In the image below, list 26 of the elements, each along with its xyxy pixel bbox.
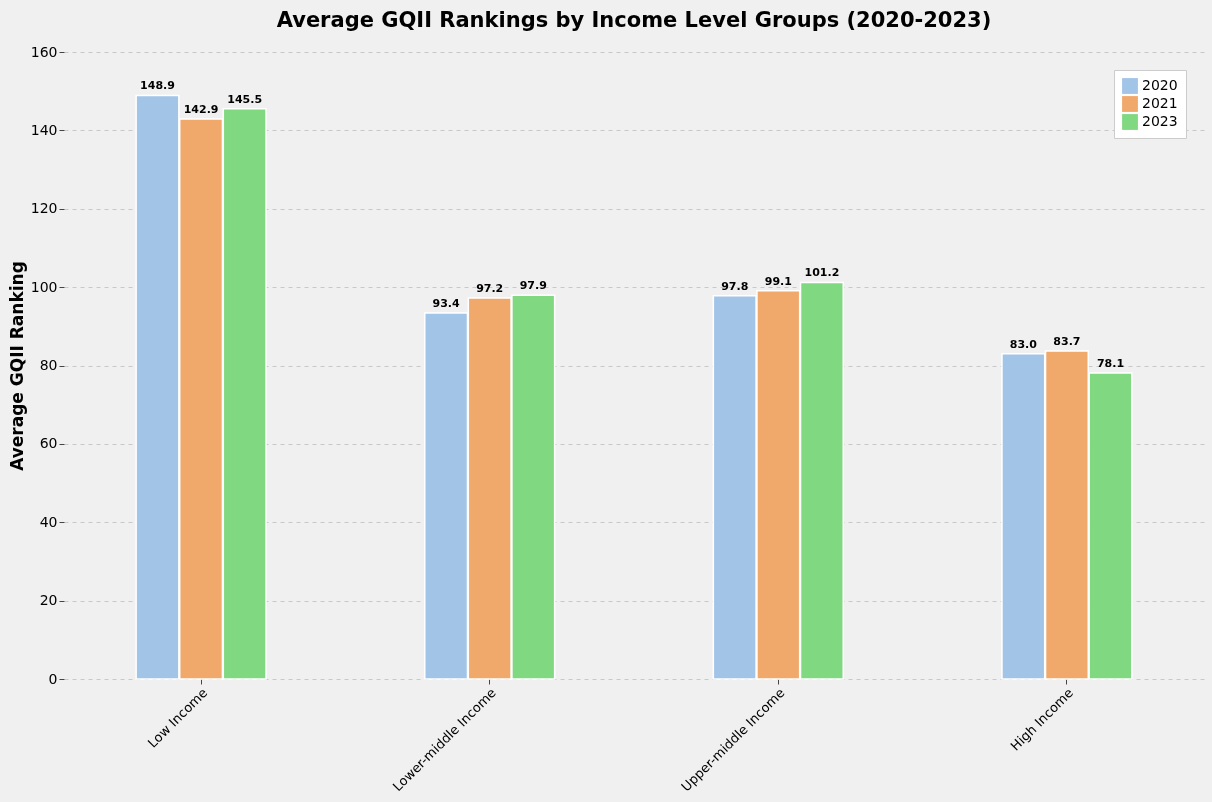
y-tick-label: 0 [48,670,58,687]
data-label: 142.9 [183,103,219,117]
data-label: 83.7 [1053,335,1081,348]
data-label: 83.0 [1009,337,1038,351]
y-tick-label: 140 [30,121,58,138]
data-label: 97.9 [519,279,547,293]
y-tick-label: 20 [39,592,58,609]
y-axis-title: Average GQII Ranking [6,261,27,471]
data-label: 148.9 [140,79,175,93]
data-label: 97.8 [721,279,749,293]
legend-label: 2021 [1142,95,1178,111]
y-tick-label: 100 [30,278,58,295]
data-label: 101.2 [804,266,840,280]
y-tick-label: 120 [30,200,58,217]
data-label: 78.1 [1096,356,1125,370]
y-tick-label: 80 [39,357,58,373]
chart-title: Average GQII Rankings by Income Level Groups (2020-2023) [276,8,992,32]
y-tick-label: 40 [39,513,58,530]
y-tick-label: 160 [30,43,58,60]
legend-label: 2020 [1142,77,1178,93]
data-label: 99.1 [764,274,792,288]
legend-label: 2023 [1142,113,1178,129]
data-label: 97.2 [476,282,504,296]
data-label: 93.4 [432,296,461,310]
y-tick-label: 60 [39,435,58,452]
data-label: 145.5 [227,92,263,106]
